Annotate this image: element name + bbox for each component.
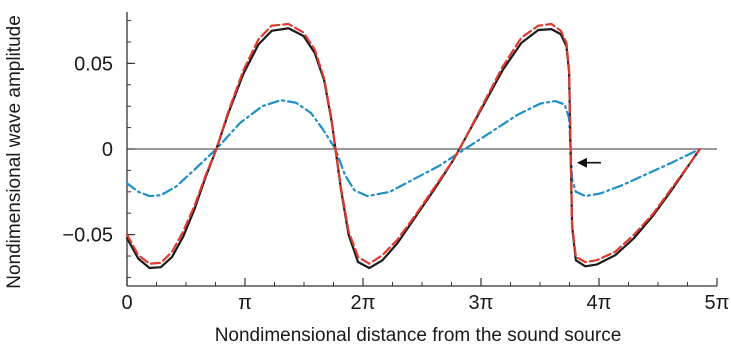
axes: 0 π 2π 3π 4π 5π 0.05 0 −0.05 (62, 12, 729, 314)
y-axis-title: Nondimensional wave amplitude (4, 15, 25, 289)
y-tick-label: −0.05 (62, 225, 113, 247)
y-tick-label: 0 (102, 139, 113, 161)
series-line-dashed (125, 22, 701, 265)
arrow-head (576, 157, 587, 168)
x-tick-label: 5π (705, 292, 730, 314)
series-line-solid (125, 27, 701, 270)
y-tick-label: 0.05 (74, 53, 113, 75)
shock-arrow (576, 157, 601, 168)
labels-layer: Nondimensional distance from the sound s… (4, 15, 621, 346)
series-layer (125, 22, 701, 270)
x-axis-title: Nondimensional distance from the sound s… (215, 325, 622, 346)
annotation-layer (576, 157, 601, 168)
x-tick-label: 0 (121, 292, 132, 314)
x-tick-label: 2π (351, 292, 376, 314)
x-tick-label: 4π (587, 292, 612, 314)
series-line-dashdot (125, 99, 701, 198)
x-tick-label: 3π (469, 292, 494, 314)
x-tick-label: π (238, 292, 252, 314)
